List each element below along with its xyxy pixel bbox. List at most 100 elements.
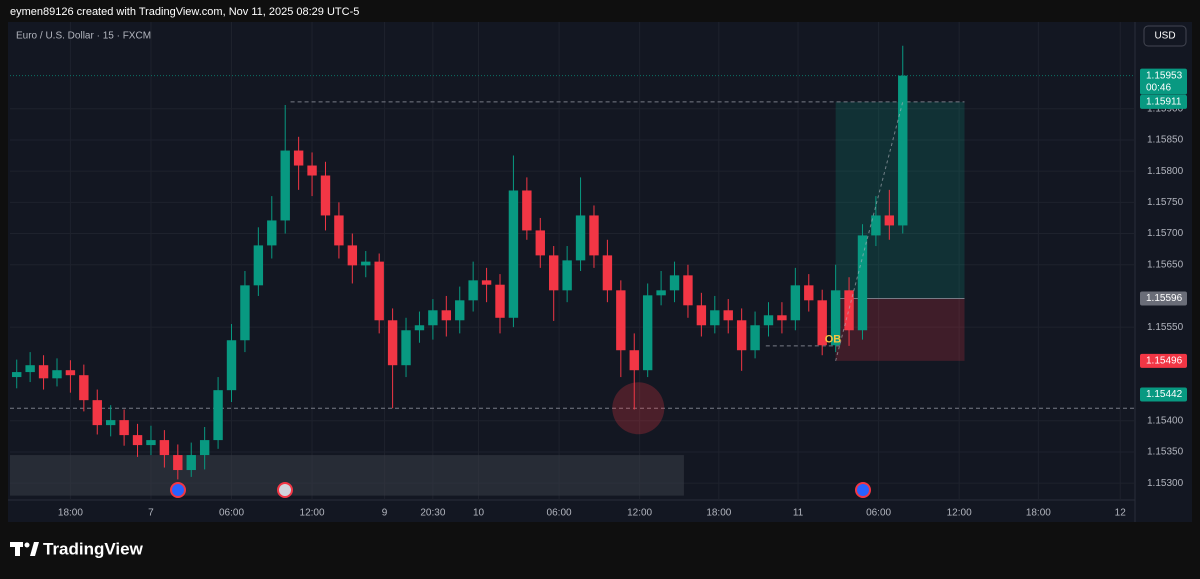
candle-body xyxy=(844,290,854,331)
highlight-circle xyxy=(612,382,665,435)
y-tick-label: 1.15850 xyxy=(1147,135,1184,146)
event-icon[interactable] xyxy=(170,482,186,498)
annotation: OB xyxy=(825,334,842,346)
x-tick-label: 18:00 xyxy=(1026,508,1051,519)
candle-body xyxy=(804,285,814,301)
event-icon[interactable] xyxy=(277,482,293,498)
y-tick-label: 1.15650 xyxy=(1147,259,1184,270)
x-tick-label: 18:00 xyxy=(58,508,83,519)
x-tick-label: 12:00 xyxy=(947,508,972,519)
candle-body xyxy=(226,340,237,391)
credit: eymen89126 created with TradingView.com,… xyxy=(10,6,359,18)
candle-body xyxy=(884,215,895,226)
candle-body xyxy=(146,440,156,446)
candle-body xyxy=(830,290,841,346)
event-icon[interactable] xyxy=(855,482,871,498)
candle-body xyxy=(132,435,143,446)
brand-logo xyxy=(10,542,39,556)
price-badge-label: 1.15496 xyxy=(1146,355,1183,366)
price-badge xyxy=(1140,68,1187,95)
candle-body xyxy=(12,372,22,378)
candle-body xyxy=(508,190,519,318)
zone xyxy=(10,455,684,496)
candle-body xyxy=(387,320,398,366)
x-tick-label: 12 xyxy=(1115,508,1127,519)
price-badge-label: 1.15953 xyxy=(1146,70,1183,81)
candle-body xyxy=(293,150,304,166)
y-tick-label: 1.15300 xyxy=(1147,478,1184,489)
candle-body xyxy=(710,310,720,326)
brand: TradingView xyxy=(43,539,144,558)
candle-body xyxy=(159,440,170,456)
x-tick-label: 12:00 xyxy=(627,508,652,519)
logo-part xyxy=(30,542,39,556)
y-tick-label: 1.15350 xyxy=(1147,447,1184,458)
candle-body xyxy=(441,310,452,321)
candle-body xyxy=(374,261,384,321)
countdown: 00:46 xyxy=(1146,82,1171,93)
price-badge-label: 1.15596 xyxy=(1146,293,1183,304)
candle-body xyxy=(723,310,733,321)
candle-body xyxy=(213,390,223,441)
candle-body xyxy=(253,245,264,286)
candle-body xyxy=(696,305,707,326)
candle-body xyxy=(79,375,89,401)
price-badge xyxy=(1140,94,1187,109)
candle-body xyxy=(119,420,129,436)
price-badge xyxy=(1140,353,1187,368)
candle-body xyxy=(683,275,693,306)
x-tick-label: 11 xyxy=(793,508,804,519)
candle-body xyxy=(347,245,358,266)
candle-body xyxy=(602,255,613,291)
plot xyxy=(10,22,1135,500)
candle-body xyxy=(280,150,290,221)
candle-body xyxy=(629,350,639,371)
candle-body xyxy=(656,290,666,296)
x-tick-label: 12:00 xyxy=(300,508,325,519)
candle-body xyxy=(589,215,599,256)
event-icons xyxy=(170,482,871,498)
candle-body xyxy=(549,255,559,291)
candle-body xyxy=(186,455,196,471)
y-tick-label: 1.15800 xyxy=(1147,166,1184,177)
candle-body xyxy=(25,365,35,373)
candle-body xyxy=(616,290,626,351)
candle-body xyxy=(669,275,680,291)
price-badge-label: 1.15442 xyxy=(1146,389,1183,400)
price-badge xyxy=(1140,291,1187,306)
x-tick-label: 10 xyxy=(473,508,485,519)
candle-body xyxy=(414,325,425,331)
candle-body xyxy=(777,315,787,321)
candle-body xyxy=(522,190,532,231)
x-tick-label: 7 xyxy=(148,508,154,519)
candle-body xyxy=(240,285,250,341)
projection-line xyxy=(835,101,904,361)
candle-body xyxy=(763,315,774,326)
candle-body xyxy=(428,310,438,326)
candle-body xyxy=(857,235,868,331)
candle-body xyxy=(817,300,827,346)
candle-body xyxy=(320,175,331,216)
x-tick-label: 06:00 xyxy=(866,508,891,519)
candle-body xyxy=(38,365,49,379)
candle-body xyxy=(361,261,371,266)
candle-body xyxy=(173,455,183,471)
candle-body xyxy=(199,440,210,456)
y-tick-label: 1.15750 xyxy=(1147,197,1184,208)
candle-body xyxy=(307,165,317,176)
y-tick-label: 1.15900 xyxy=(1147,103,1184,114)
candle-body xyxy=(92,400,102,426)
y-tick-label: 1.15400 xyxy=(1147,415,1184,426)
currency-button[interactable] xyxy=(1143,25,1187,47)
logo-part xyxy=(15,542,20,556)
x-tick-label: 18:00 xyxy=(706,508,731,519)
candle-body xyxy=(495,284,505,318)
candle-body xyxy=(562,260,572,291)
y-tick-label: 1.15550 xyxy=(1147,322,1184,333)
price-badge-label: 1.15911 xyxy=(1146,97,1182,108)
chart-background xyxy=(8,22,1192,522)
candle-body xyxy=(105,420,116,426)
x-tick-label: 9 xyxy=(382,508,388,519)
x-tick-label: 06:00 xyxy=(219,508,244,519)
